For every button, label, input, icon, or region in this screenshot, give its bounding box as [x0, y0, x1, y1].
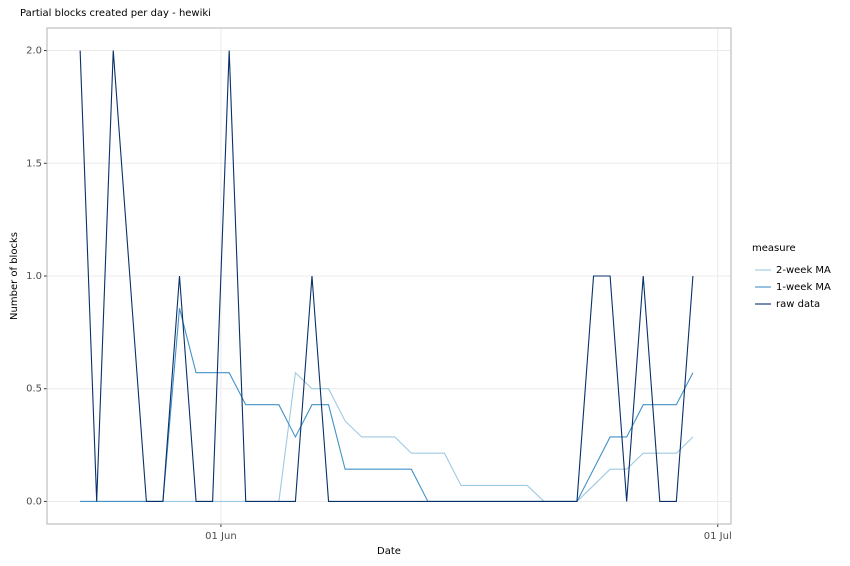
x-tick-label: 01 Jul — [704, 531, 732, 542]
y-tick-label: 2.0 — [26, 46, 42, 57]
y-tick-label: 1.5 — [26, 158, 42, 169]
y-tick-label: 0.0 — [26, 496, 42, 507]
legend-label: raw data — [776, 299, 820, 310]
chart-title: Partial blocks created per day - hewiki — [20, 8, 211, 19]
legend-label: 2-week MA — [776, 265, 831, 276]
panel-border — [46, 27, 732, 525]
x-tick-label: 01 Jun — [205, 531, 237, 542]
y-axis-label: Number of blocks — [9, 232, 20, 320]
y-tick-label: 1.0 — [26, 271, 42, 282]
x-axis-label: Date — [377, 546, 401, 557]
y-tick-label: 0.5 — [26, 384, 42, 395]
line-series — [80, 308, 694, 503]
legend-title: measure — [752, 243, 796, 254]
legend-label: 1-week MA — [776, 282, 831, 293]
line-series — [80, 371, 694, 503]
line-series — [79, 50, 694, 503]
